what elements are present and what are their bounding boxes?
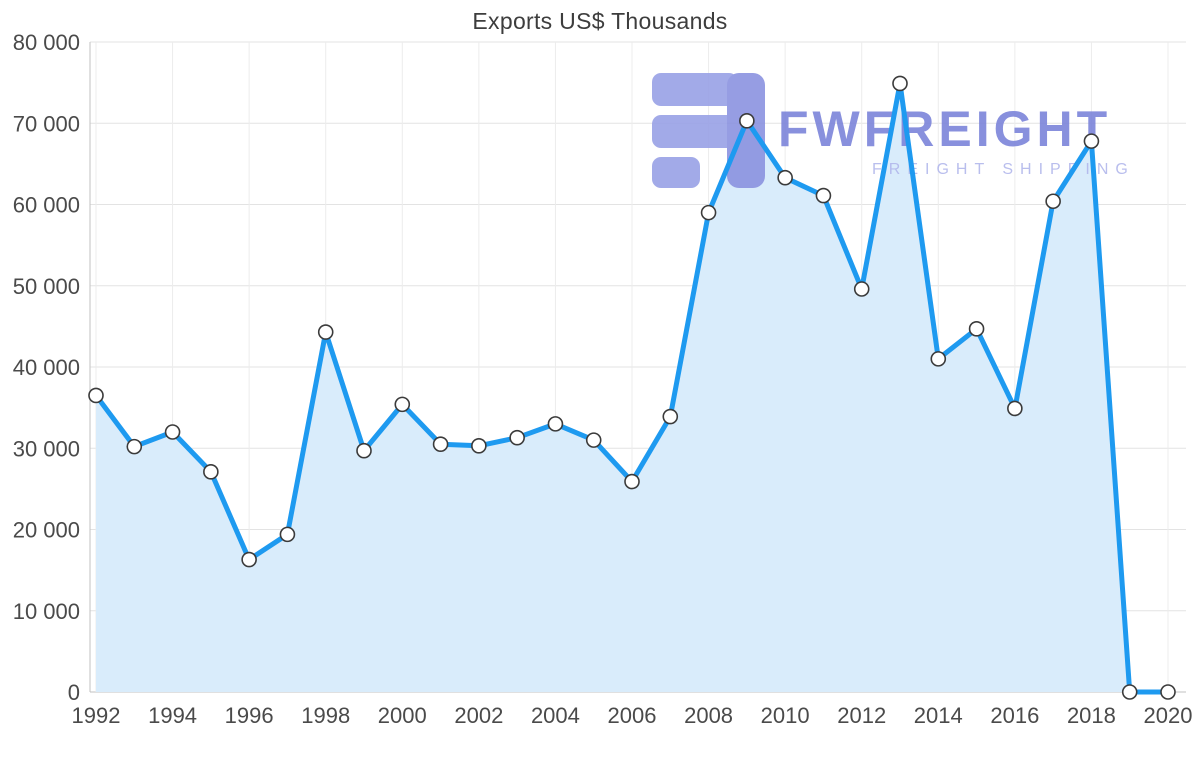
data-point-marker (1083, 133, 1100, 149)
data-point-marker (968, 321, 985, 337)
watermark-icon-bar (727, 73, 765, 188)
x-axis-tick-label: 2020 (1144, 703, 1193, 728)
x-axis-tick-label: 2002 (454, 703, 503, 728)
data-point-marker (892, 75, 908, 92)
data-point-marker (700, 204, 717, 221)
data-point-marker (739, 113, 755, 129)
watermark-icon-bar (652, 73, 738, 106)
data-point-marker (853, 281, 870, 297)
y-axis-tick-label: 20 000 (13, 518, 80, 543)
data-point-marker (1121, 684, 1138, 700)
watermark-icon-bar (652, 115, 738, 148)
watermark-brand-text: FWFREIGHT (778, 101, 1111, 157)
y-axis-tick-label: 80 000 (13, 30, 80, 55)
x-axis-tick-label: 1996 (225, 703, 274, 728)
x-axis-tick-label: 2008 (684, 703, 733, 728)
data-point-marker (585, 432, 602, 448)
y-axis-tick-label: 10 000 (13, 599, 80, 624)
data-point-marker (624, 473, 640, 490)
y-axis-tick-label: 70 000 (13, 111, 80, 136)
x-axis-tick-label: 2006 (608, 703, 657, 728)
data-point-marker (356, 442, 372, 459)
data-point-marker (1007, 400, 1023, 417)
watermark-tagline-text: FREIGHT SHIPPING (872, 161, 1135, 178)
y-axis-tick-label: 30 000 (13, 436, 80, 461)
data-point-marker (1045, 193, 1061, 210)
data-point-marker (432, 436, 449, 452)
data-point-marker (126, 438, 143, 455)
area-fill (96, 83, 1168, 692)
data-point-marker (88, 387, 104, 404)
y-axis-tick-label: 50 000 (13, 274, 80, 299)
data-point-marker (164, 424, 181, 440)
data-point-marker (930, 351, 947, 367)
data-point-marker (279, 526, 296, 543)
x-axis-tick-label: 2014 (914, 703, 963, 728)
x-axis-tick-label: 1994 (148, 703, 197, 728)
data-point-marker (317, 324, 334, 340)
x-axis-tick-label: 2012 (837, 703, 886, 728)
data-point-marker (547, 416, 564, 432)
x-axis-tick-label: 1992 (72, 703, 121, 728)
x-axis-tick-label: 2004 (531, 703, 580, 728)
watermark-icon-bar (652, 157, 700, 188)
x-axis-tick-label: 2010 (761, 703, 810, 728)
y-axis-tick-label: 40 000 (13, 355, 80, 380)
data-point-marker (394, 396, 411, 413)
data-point-marker (777, 169, 793, 186)
watermark-logo: FWFREIGHT FREIGHT SHIPPING (652, 73, 1135, 188)
data-point-marker (1160, 684, 1176, 700)
x-axis-tick-label: 1998 (301, 703, 350, 728)
data-point-marker (815, 187, 832, 204)
x-axis-tick-label: 2018 (1067, 703, 1116, 728)
data-point-marker (471, 438, 487, 454)
y-axis-tick-label: 60 000 (13, 193, 80, 218)
x-axis-tick-label: 2000 (378, 703, 427, 728)
y-axis-tick-label: 0 (68, 680, 80, 705)
data-point-marker (203, 464, 219, 480)
data-point-marker (241, 551, 257, 568)
data-point-marker (509, 429, 525, 446)
x-axis-tick-label: 2016 (990, 703, 1039, 728)
data-point-marker (662, 408, 679, 425)
